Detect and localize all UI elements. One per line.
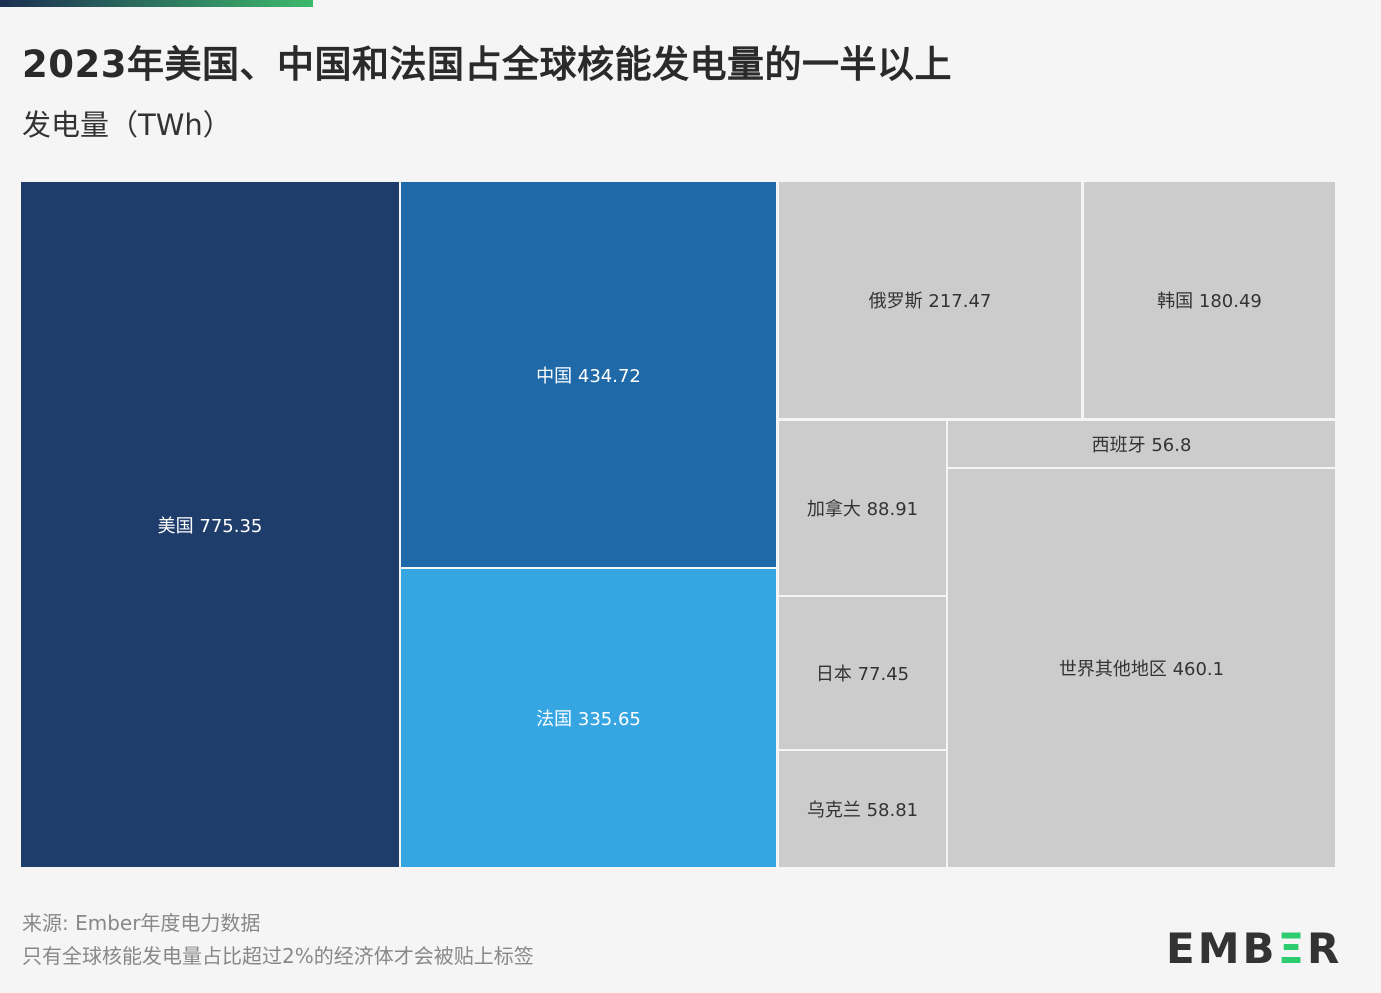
cell-label: 西班牙 56.8: [1091, 435, 1192, 456]
treemap-cell-5: 加拿大 88.91: [779, 421, 946, 595]
cell-label: 乌克兰 58.81: [806, 800, 919, 821]
cell-label: 韩国 180.49: [1157, 291, 1262, 312]
cell-label: 世界其他地区 460.1: [1058, 659, 1225, 680]
cell-label: 中国 434.72: [536, 365, 641, 387]
treemap-cell-0: 美国 775.35: [21, 182, 399, 867]
top-accent-bar: [0, 0, 313, 7]
treemap-cell-4: 韩国 180.49: [1084, 182, 1335, 418]
treemap-cell-7: 乌克兰 58.81: [779, 751, 946, 867]
treemap-cell-1: 中国 434.72: [401, 182, 776, 567]
treemap-cell-2: 法国 335.65: [401, 569, 776, 867]
cell-label: 加拿大 88.91: [806, 499, 919, 520]
treemap-cell-9: 世界其他地区 460.1: [948, 469, 1335, 867]
cell-label: 俄罗斯 217.47: [868, 291, 992, 312]
treemap-cell-6: 日本 77.45: [779, 597, 946, 749]
chart-subtitle: 发电量（TWh）: [22, 108, 232, 142]
treemap-cell-8: 西班牙 56.8: [948, 421, 1335, 467]
ember-logo: EMBΞR: [1166, 924, 1343, 973]
cell-label: 法国 335.65: [536, 709, 641, 730]
chart-title: 2023年美国、中国和法国占全球核能发电量的一半以上: [22, 43, 952, 86]
source-text: 来源: Ember年度电力数据: [22, 911, 261, 935]
cell-label: 日本 77.45: [815, 664, 910, 685]
footer: 来源: Ember年度电力数据 只有全球核能发电量占比超过2%的经济体才会被贴上…: [22, 907, 534, 973]
cell-label: 美国 775.35: [157, 515, 263, 537]
treemap-cell-3: 俄罗斯 217.47: [779, 182, 1081, 418]
note-text: 只有全球核能发电量占比超过2%的经济体才会被贴上标签: [22, 944, 534, 968]
